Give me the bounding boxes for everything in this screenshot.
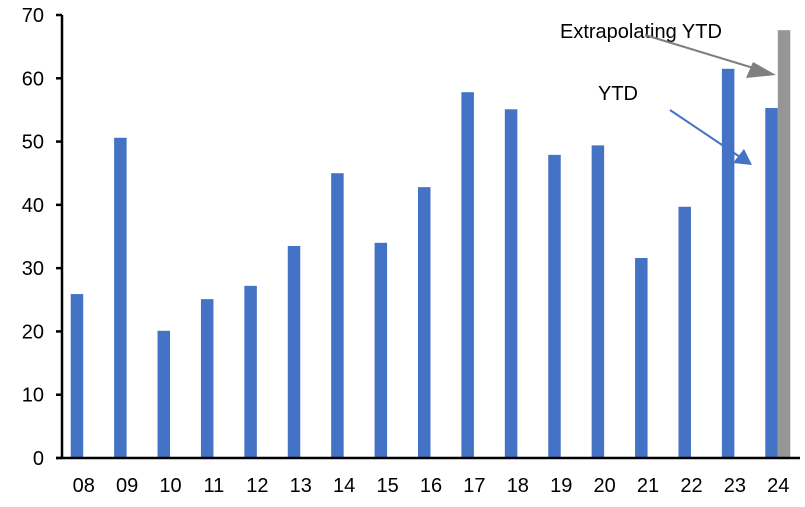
bar-ytd-12	[244, 285, 257, 458]
y-tick-label: 20	[22, 321, 44, 343]
x-tick-label: 13	[290, 475, 312, 497]
bar-ytd-19	[548, 154, 561, 458]
bar-ytd-09	[114, 137, 127, 458]
bar-ytd-20	[591, 145, 605, 458]
x-tick-label: 24	[767, 475, 789, 497]
bar-ytd-22	[678, 206, 691, 458]
y-tick-label: 50	[22, 132, 44, 154]
bar-ytd-15	[374, 242, 388, 458]
y-tick-label: 60	[22, 68, 44, 90]
x-tick-label: 17	[463, 475, 485, 497]
y-tick-label: 30	[22, 258, 44, 280]
x-tick-label: 10	[159, 475, 181, 497]
bar-ytd-08	[70, 294, 84, 458]
x-tick-label: 08	[73, 475, 95, 497]
y-tick-label: 70	[22, 5, 44, 27]
x-tick-label: 22	[680, 475, 702, 497]
y-tick-label: 0	[33, 448, 44, 470]
x-tick-label: 18	[507, 475, 529, 497]
x-tick-label: 12	[246, 475, 268, 497]
bar-ytd-18	[504, 109, 518, 458]
x-tick-label: 15	[376, 475, 398, 497]
arrowhead-ytd-icon	[733, 149, 752, 165]
bar-ytd-14	[331, 173, 344, 458]
bar-ytd-23	[721, 68, 735, 459]
y-tick-label: 10	[22, 385, 44, 407]
bar-extrapolated-24	[777, 30, 791, 459]
arrowhead-extrapolating-icon	[746, 62, 776, 78]
x-tick-label: 20	[594, 475, 616, 497]
annotation-arrow-ytd	[669, 109, 741, 158]
x-tick-label: 23	[724, 475, 746, 497]
bar-ytd-17	[461, 92, 474, 459]
x-tick-label: 21	[637, 475, 659, 497]
annotation-arrow-extrapolating	[644, 34, 761, 71]
x-tick-label: 19	[550, 475, 572, 497]
annotation-extrapolating-ytd: Extrapolating YTD	[560, 21, 722, 43]
bar-ytd-13	[287, 245, 301, 458]
x-tick-label: 09	[116, 475, 138, 497]
bar-ytd-11	[200, 299, 214, 458]
x-tick-label: 16	[420, 475, 442, 497]
x-tick-label: 14	[333, 475, 355, 497]
y-tick-label: 40	[22, 195, 44, 217]
annotation-ytd: YTD	[598, 83, 638, 105]
bar-ytd-16	[418, 187, 431, 458]
bar-ytd-24	[765, 108, 778, 458]
bar-ytd-21	[635, 258, 648, 458]
x-tick-label: 11	[204, 475, 225, 497]
bar-ytd-10	[157, 330, 171, 458]
